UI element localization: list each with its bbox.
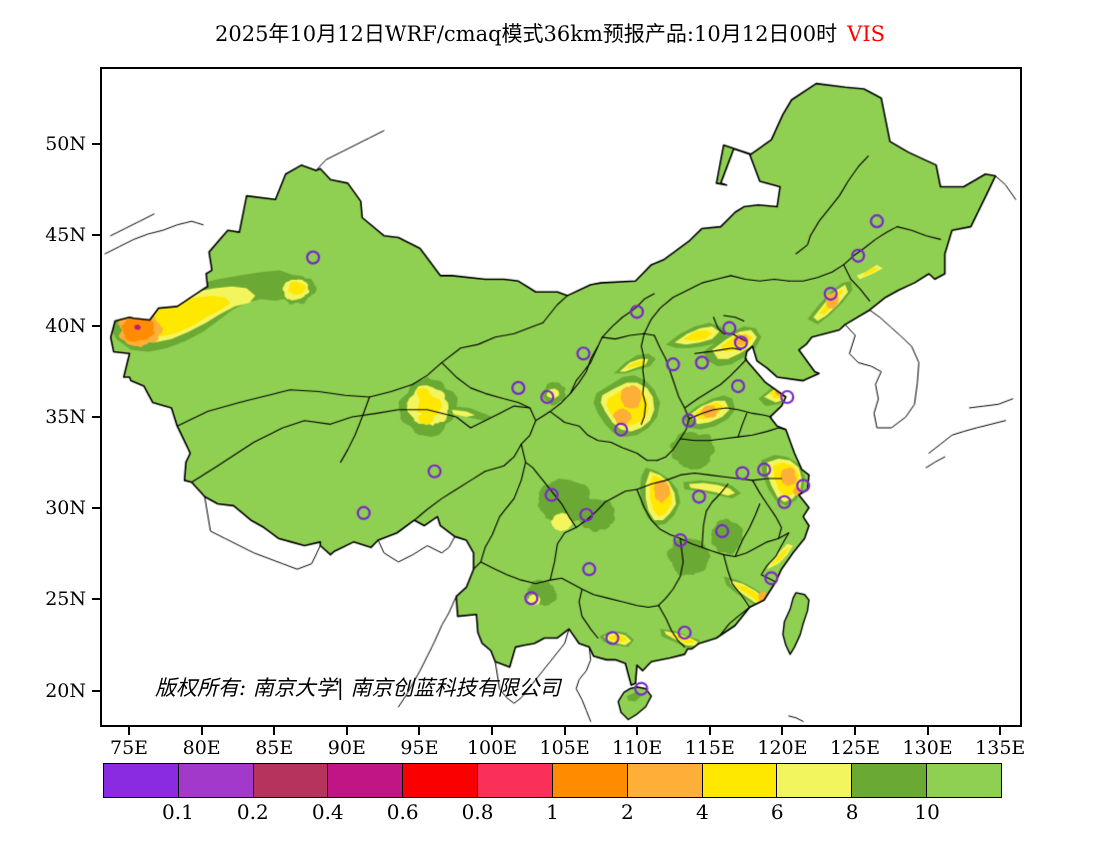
colorbar-tick-label: 1: [546, 800, 559, 824]
y-axis-tick-mark: [92, 416, 100, 419]
colorbar-tick-label: 10: [914, 800, 940, 824]
y-axis-tick-mark: [92, 689, 100, 692]
colorbar-tick-label: 0.8: [461, 800, 494, 824]
chart-title-variable: VIS: [847, 22, 886, 46]
x-axis-tick-mark: [636, 727, 639, 735]
colorbar-segment: [104, 764, 179, 797]
copyright-watermark: 版权所有: 南京大学| 南京创蓝科技有限公司: [155, 676, 561, 700]
x-axis-tick-label: 135E: [975, 737, 1026, 759]
y-axis-tick-label: 20N: [45, 679, 86, 702]
colorbar-tick-label: 0.1: [162, 800, 194, 824]
x-axis-tick-mark: [200, 727, 203, 735]
y-axis-tick-label: 35N: [45, 406, 86, 429]
chart-title: 2025年10月12日WRF/cmaq模式36km预报产品:10月12日00时 V…: [0, 18, 1100, 48]
colorbar-segment: [702, 764, 778, 797]
colorbar-segment: [552, 764, 628, 797]
x-axis-tick-label: 130E: [902, 737, 953, 759]
x-axis-tick-mark: [708, 727, 711, 735]
y-axis-tick-label: 25N: [45, 588, 86, 611]
colorbar-tick-label: 6: [770, 800, 784, 824]
colorbar-segment: [253, 764, 329, 797]
y-axis-tick-mark: [92, 598, 100, 601]
y-axis-tick-label: 30N: [45, 497, 86, 520]
colorbar-segment: [178, 764, 254, 797]
colorbar-tick-label: 0.4: [311, 800, 344, 824]
colorbar-tick-label: 4: [695, 800, 709, 824]
colorbar-segment: [852, 764, 928, 797]
colorbar-segment: [927, 764, 1001, 797]
x-axis-tick-label: 105E: [539, 737, 590, 759]
x-axis-tick-label: 125E: [829, 737, 881, 759]
colorbar-segment: [627, 764, 703, 797]
x-axis-tick-label: 110E: [612, 737, 663, 759]
y-axis-tick-label: 50N: [45, 132, 86, 155]
colorbar-tick-label: 0.2: [236, 800, 269, 824]
x-axis-tick-label: 120E: [757, 737, 808, 759]
x-axis-tick-label: 75E: [110, 737, 149, 759]
x-axis-tick-label: 90E: [327, 737, 366, 759]
y-axis-tick-mark: [92, 324, 100, 327]
colorbar-segment: [478, 764, 553, 797]
visibility-contour-map: [102, 69, 1020, 725]
colorbar-container: [103, 763, 1002, 798]
y-axis-tick-mark: [92, 233, 100, 236]
x-axis-tick-mark: [418, 727, 421, 735]
colorbar-tick-label: 8: [845, 800, 859, 824]
colorbar-tick-labels: 0.1 0.2 0.4 0.6 0.8 1 2 4 6 8 10: [103, 800, 1002, 826]
map-plot-frame: [100, 67, 1022, 727]
chart-title-main: 2025年10月12日WRF/cmaq模式36km预报产品:10月12日00时: [214, 22, 838, 46]
colorbar-swatches: [103, 763, 1002, 798]
colorbar-segment: [328, 764, 404, 797]
colorbar-segment: [777, 764, 853, 797]
x-axis-tick-mark: [854, 727, 857, 735]
x-axis-tick-mark: [781, 727, 784, 735]
x-axis-tick-label: 95E: [400, 737, 439, 759]
x-axis-tick-label: 100E: [466, 737, 518, 759]
y-axis-tick-label: 40N: [45, 314, 86, 337]
y-axis-tick-mark: [92, 142, 100, 145]
colorbar-segment: [403, 764, 479, 797]
x-axis-tick-mark: [999, 727, 1002, 735]
y-axis-tick-label: 45N: [45, 223, 86, 246]
x-axis-tick-label: 80E: [182, 737, 221, 759]
colorbar-tick-label: 0.6: [386, 800, 419, 824]
y-axis-tick-mark: [92, 507, 100, 510]
x-axis-tick-mark: [926, 727, 929, 735]
x-axis-tick-mark: [563, 727, 566, 735]
x-axis-tick-label: 85E: [255, 737, 294, 759]
x-axis-tick-mark: [128, 727, 131, 735]
x-axis-tick-mark: [345, 727, 348, 735]
x-axis-tick-mark: [491, 727, 494, 735]
colorbar-tick-label: 2: [621, 800, 634, 824]
x-axis-tick-mark: [273, 727, 276, 735]
x-axis-tick-label: 115E: [684, 737, 735, 759]
